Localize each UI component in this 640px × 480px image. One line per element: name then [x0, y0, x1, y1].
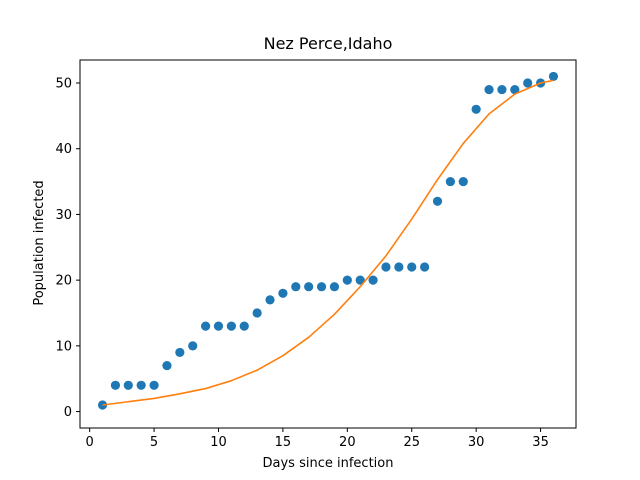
data-point [432, 196, 443, 206]
y-axis-label: Population infected [32, 180, 47, 305]
x-axis-label: Days since infection [263, 456, 394, 471]
y-tick-label: 0 [64, 405, 72, 420]
data-point [445, 176, 455, 187]
y-tick-label: 40 [55, 142, 72, 157]
data-point [355, 275, 365, 285]
data-point [316, 282, 327, 292]
x-tick-label: 15 [275, 435, 292, 450]
data-point [291, 282, 301, 292]
x-tick-label: 5 [150, 435, 158, 450]
data-point [304, 282, 314, 292]
y-tick-label: 30 [55, 208, 72, 223]
data-point [188, 341, 198, 351]
x-tick-label: 0 [86, 435, 94, 450]
data-point [226, 321, 236, 331]
x-tick-label: 20 [339, 435, 356, 450]
data-point [407, 262, 417, 272]
data-point [510, 84, 520, 95]
data-point [175, 347, 185, 358]
data-point [110, 380, 121, 390]
fit-line [102, 79, 554, 406]
data-point [548, 71, 559, 82]
data-point [123, 380, 133, 390]
data-point [471, 104, 481, 114]
data-point [420, 262, 430, 272]
data-point [278, 288, 288, 298]
y-tick-label: 50 [55, 77, 72, 92]
data-point [162, 360, 172, 371]
data-point [342, 275, 352, 285]
y-tick-label: 10 [55, 339, 72, 354]
data-point [458, 176, 468, 187]
data-point [149, 380, 159, 390]
data-point [265, 295, 275, 305]
data-point [523, 78, 533, 88]
x-tick-label: 30 [468, 435, 485, 450]
data-point [368, 275, 378, 285]
y-tick-label: 20 [55, 274, 72, 289]
plot-area [97, 71, 559, 410]
data-point [381, 262, 391, 272]
data-layer [97, 71, 559, 410]
data-point [201, 321, 211, 331]
axes-frame [79, 59, 577, 429]
x-tick-label: 10 [210, 435, 227, 450]
data-point [213, 321, 224, 331]
data-point [239, 321, 249, 331]
data-point [252, 308, 262, 318]
data-point [136, 380, 146, 390]
x-tick-label: 25 [403, 435, 420, 450]
chart-title: Nez Perce,Idaho [264, 34, 393, 53]
data-point [329, 282, 340, 292]
data-point [394, 262, 404, 272]
axes: 0 5 10 15 20 25 30 35 0 10 20 30 40 50 [55, 59, 577, 450]
x-tick-label: 35 [532, 435, 549, 450]
data-point [497, 84, 507, 95]
data-point [484, 84, 494, 95]
